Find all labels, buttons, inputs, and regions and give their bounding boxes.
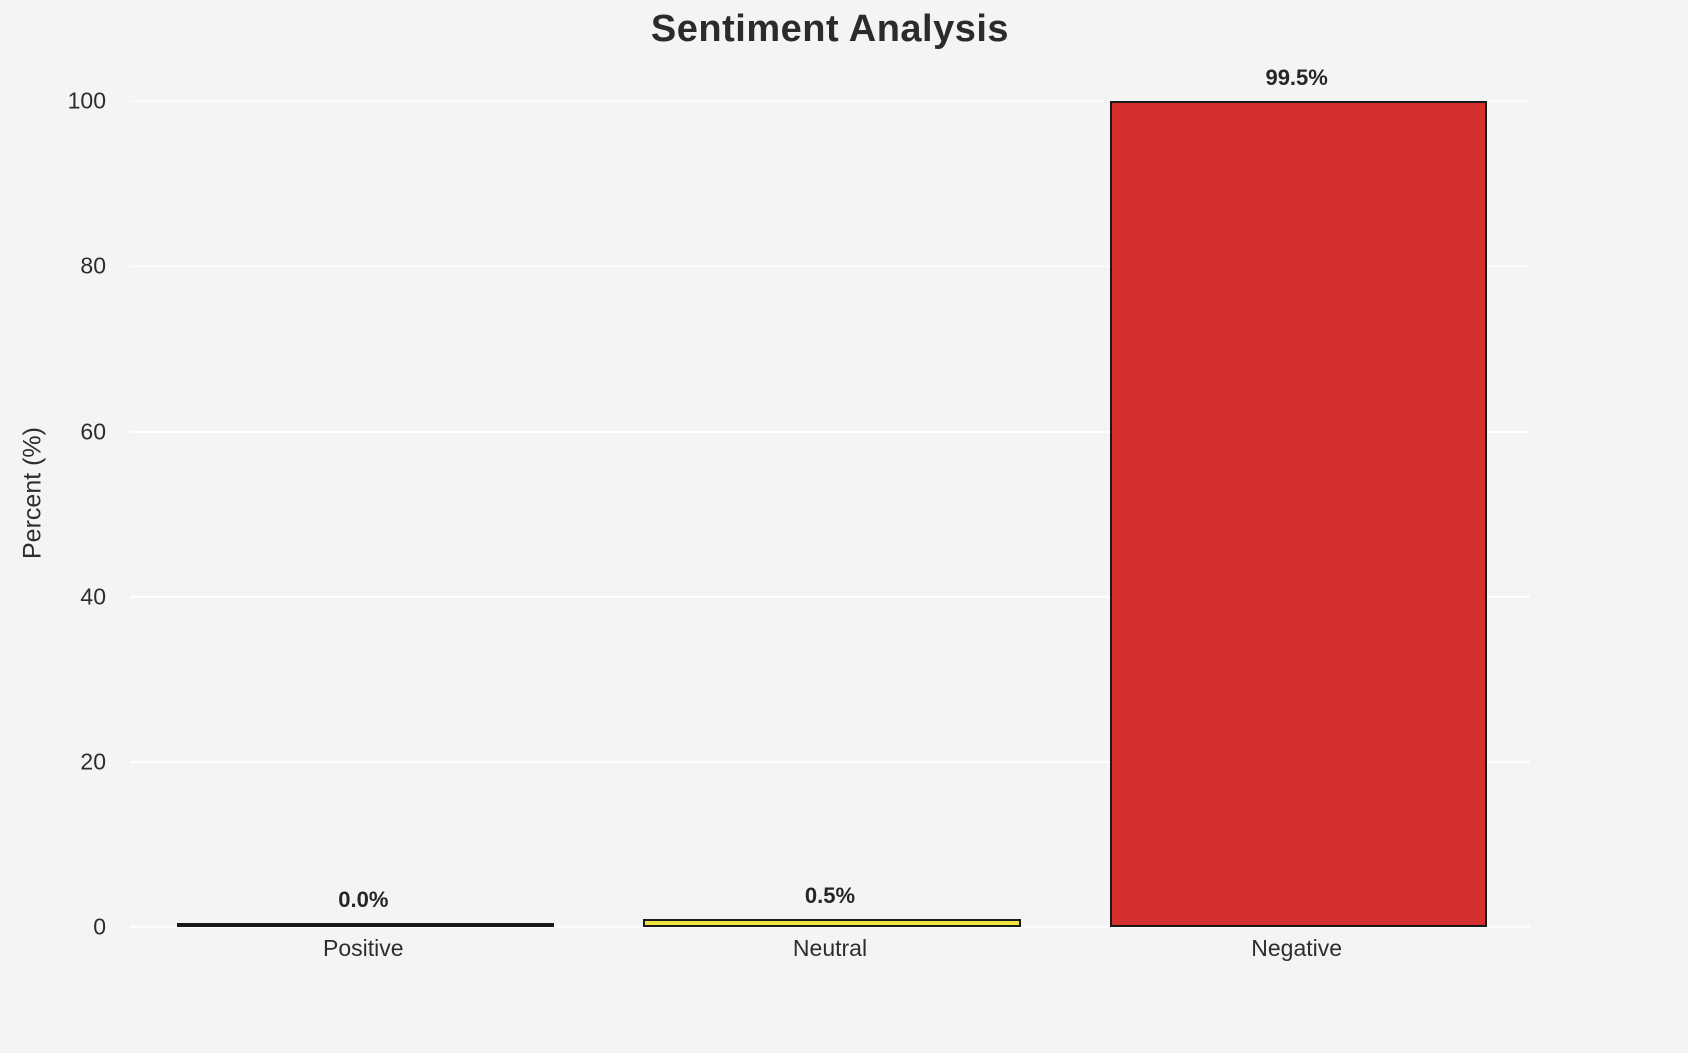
bar-negative	[1110, 101, 1488, 927]
gridline	[130, 265, 1530, 268]
bar-value-label: 99.5%	[1265, 65, 1328, 91]
y-tick-label: 0	[93, 913, 106, 940]
bar-value-label: 0.5%	[804, 882, 856, 908]
bar-value-label: 0.0%	[338, 887, 389, 912]
gridline	[130, 761, 1530, 763]
gridline	[130, 595, 1530, 598]
x-category-label: Neutral	[792, 935, 868, 961]
y-tick-label: 20	[80, 748, 106, 775]
y-tick-label: 60	[80, 418, 106, 445]
gridline	[130, 430, 1530, 433]
x-category-label: Positive	[323, 935, 404, 961]
y-tick-label: 40	[80, 583, 106, 610]
gridline	[130, 100, 1530, 103]
bar-neutral	[643, 918, 1021, 927]
bar-positive	[176, 923, 554, 927]
y-tick-label: 80	[80, 252, 106, 279]
plot-area: 0.0% Positive 0.5% Neutral 99.5% Negative	[130, 60, 1530, 961]
chart-title: Sentiment Analysis	[650, 8, 1010, 50]
gridline	[130, 926, 1530, 928]
y-axis: 0 20 40 60 80 100	[0, 60, 112, 940]
x-category-label: Negative	[1251, 935, 1343, 961]
y-tick-label: 100	[67, 87, 106, 114]
